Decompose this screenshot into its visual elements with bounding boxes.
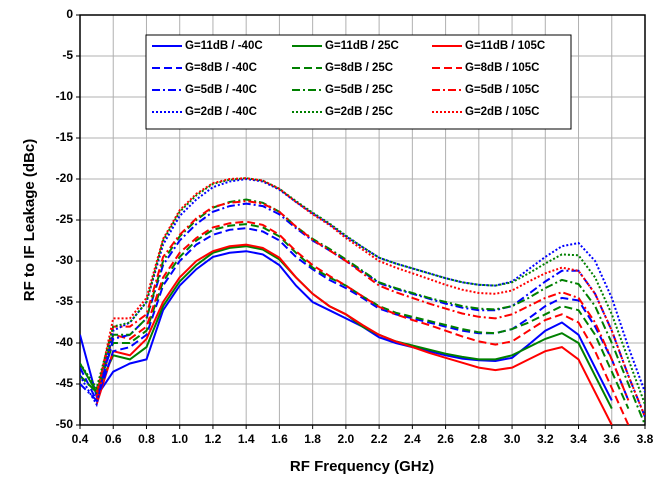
legend-label: G=11dB / 105C <box>465 40 545 52</box>
legend-box <box>145 34 572 130</box>
x-tick-label: 2.0 <box>338 432 355 446</box>
x-tick-label: 1.2 <box>205 432 222 446</box>
y-tick-label: -20 <box>56 171 74 185</box>
x-tick-label: 3.0 <box>504 432 521 446</box>
y-tick-label: -35 <box>56 294 74 308</box>
series-line <box>95 220 630 425</box>
legend-label: G=5dB / -40C <box>185 84 257 96</box>
series-line <box>95 243 613 425</box>
y-tick-label: -40 <box>56 335 74 349</box>
x-tick-label: 1.4 <box>238 432 255 446</box>
x-axis-label: RF Frequency (GHz) <box>290 458 434 475</box>
y-tick-label: -25 <box>56 212 74 226</box>
y-tick-label: -10 <box>56 89 74 103</box>
legend-label: G=8dB / 25C <box>325 62 393 74</box>
x-tick-label: 3.4 <box>570 432 587 446</box>
x-tick-label: 2.6 <box>437 432 454 446</box>
x-tick-label: 3.2 <box>537 432 554 446</box>
series-line <box>80 177 645 405</box>
y-tick-label: -5 <box>62 48 73 62</box>
x-tick-label: 0.8 <box>138 432 155 446</box>
legend-label: G=2dB / 105C <box>465 106 539 118</box>
y-axis-label: RF to IF Leakage (dBc) <box>21 139 38 302</box>
y-tick-label: -45 <box>56 376 74 390</box>
y-tick-label: -50 <box>56 417 74 431</box>
plot-lines <box>80 177 645 425</box>
series-line <box>80 202 645 418</box>
x-tick-label: 2.2 <box>371 432 388 446</box>
x-tick-label: 2.4 <box>404 432 421 446</box>
y-tick-label: -30 <box>56 253 74 267</box>
legend-label: G=8dB / 105C <box>465 62 539 74</box>
legend-label: G=11dB / -40C <box>185 40 263 52</box>
y-tick-label: 0 <box>66 7 73 21</box>
series-line <box>80 223 630 410</box>
legend-label: G=11dB / 25C <box>325 40 399 52</box>
series-line <box>80 227 630 403</box>
legend-label: G=2dB / -40C <box>185 106 257 118</box>
legend-label: G=8dB / -40C <box>185 62 257 74</box>
plot-frame <box>79 14 646 426</box>
x-tick-label: 3.6 <box>603 432 620 446</box>
x-tick-label: 0.6 <box>105 432 122 446</box>
x-tick-label: 1.8 <box>304 432 321 446</box>
series-line <box>95 177 645 418</box>
series-line <box>95 200 630 401</box>
y-tick-label: -15 <box>56 130 74 144</box>
x-tick-label: 1.6 <box>271 432 288 446</box>
series-line <box>80 198 645 425</box>
legend-label: G=5dB / 25C <box>325 84 393 96</box>
x-tick-label: 1.0 <box>171 432 188 446</box>
x-tick-label: 2.8 <box>470 432 487 446</box>
x-tick-label: 3.8 <box>637 432 654 446</box>
legend-label: G=5dB / 105C <box>465 84 539 96</box>
x-tick-label: 0.4 <box>72 432 89 446</box>
legend-label: G=2dB / 25C <box>325 106 393 118</box>
